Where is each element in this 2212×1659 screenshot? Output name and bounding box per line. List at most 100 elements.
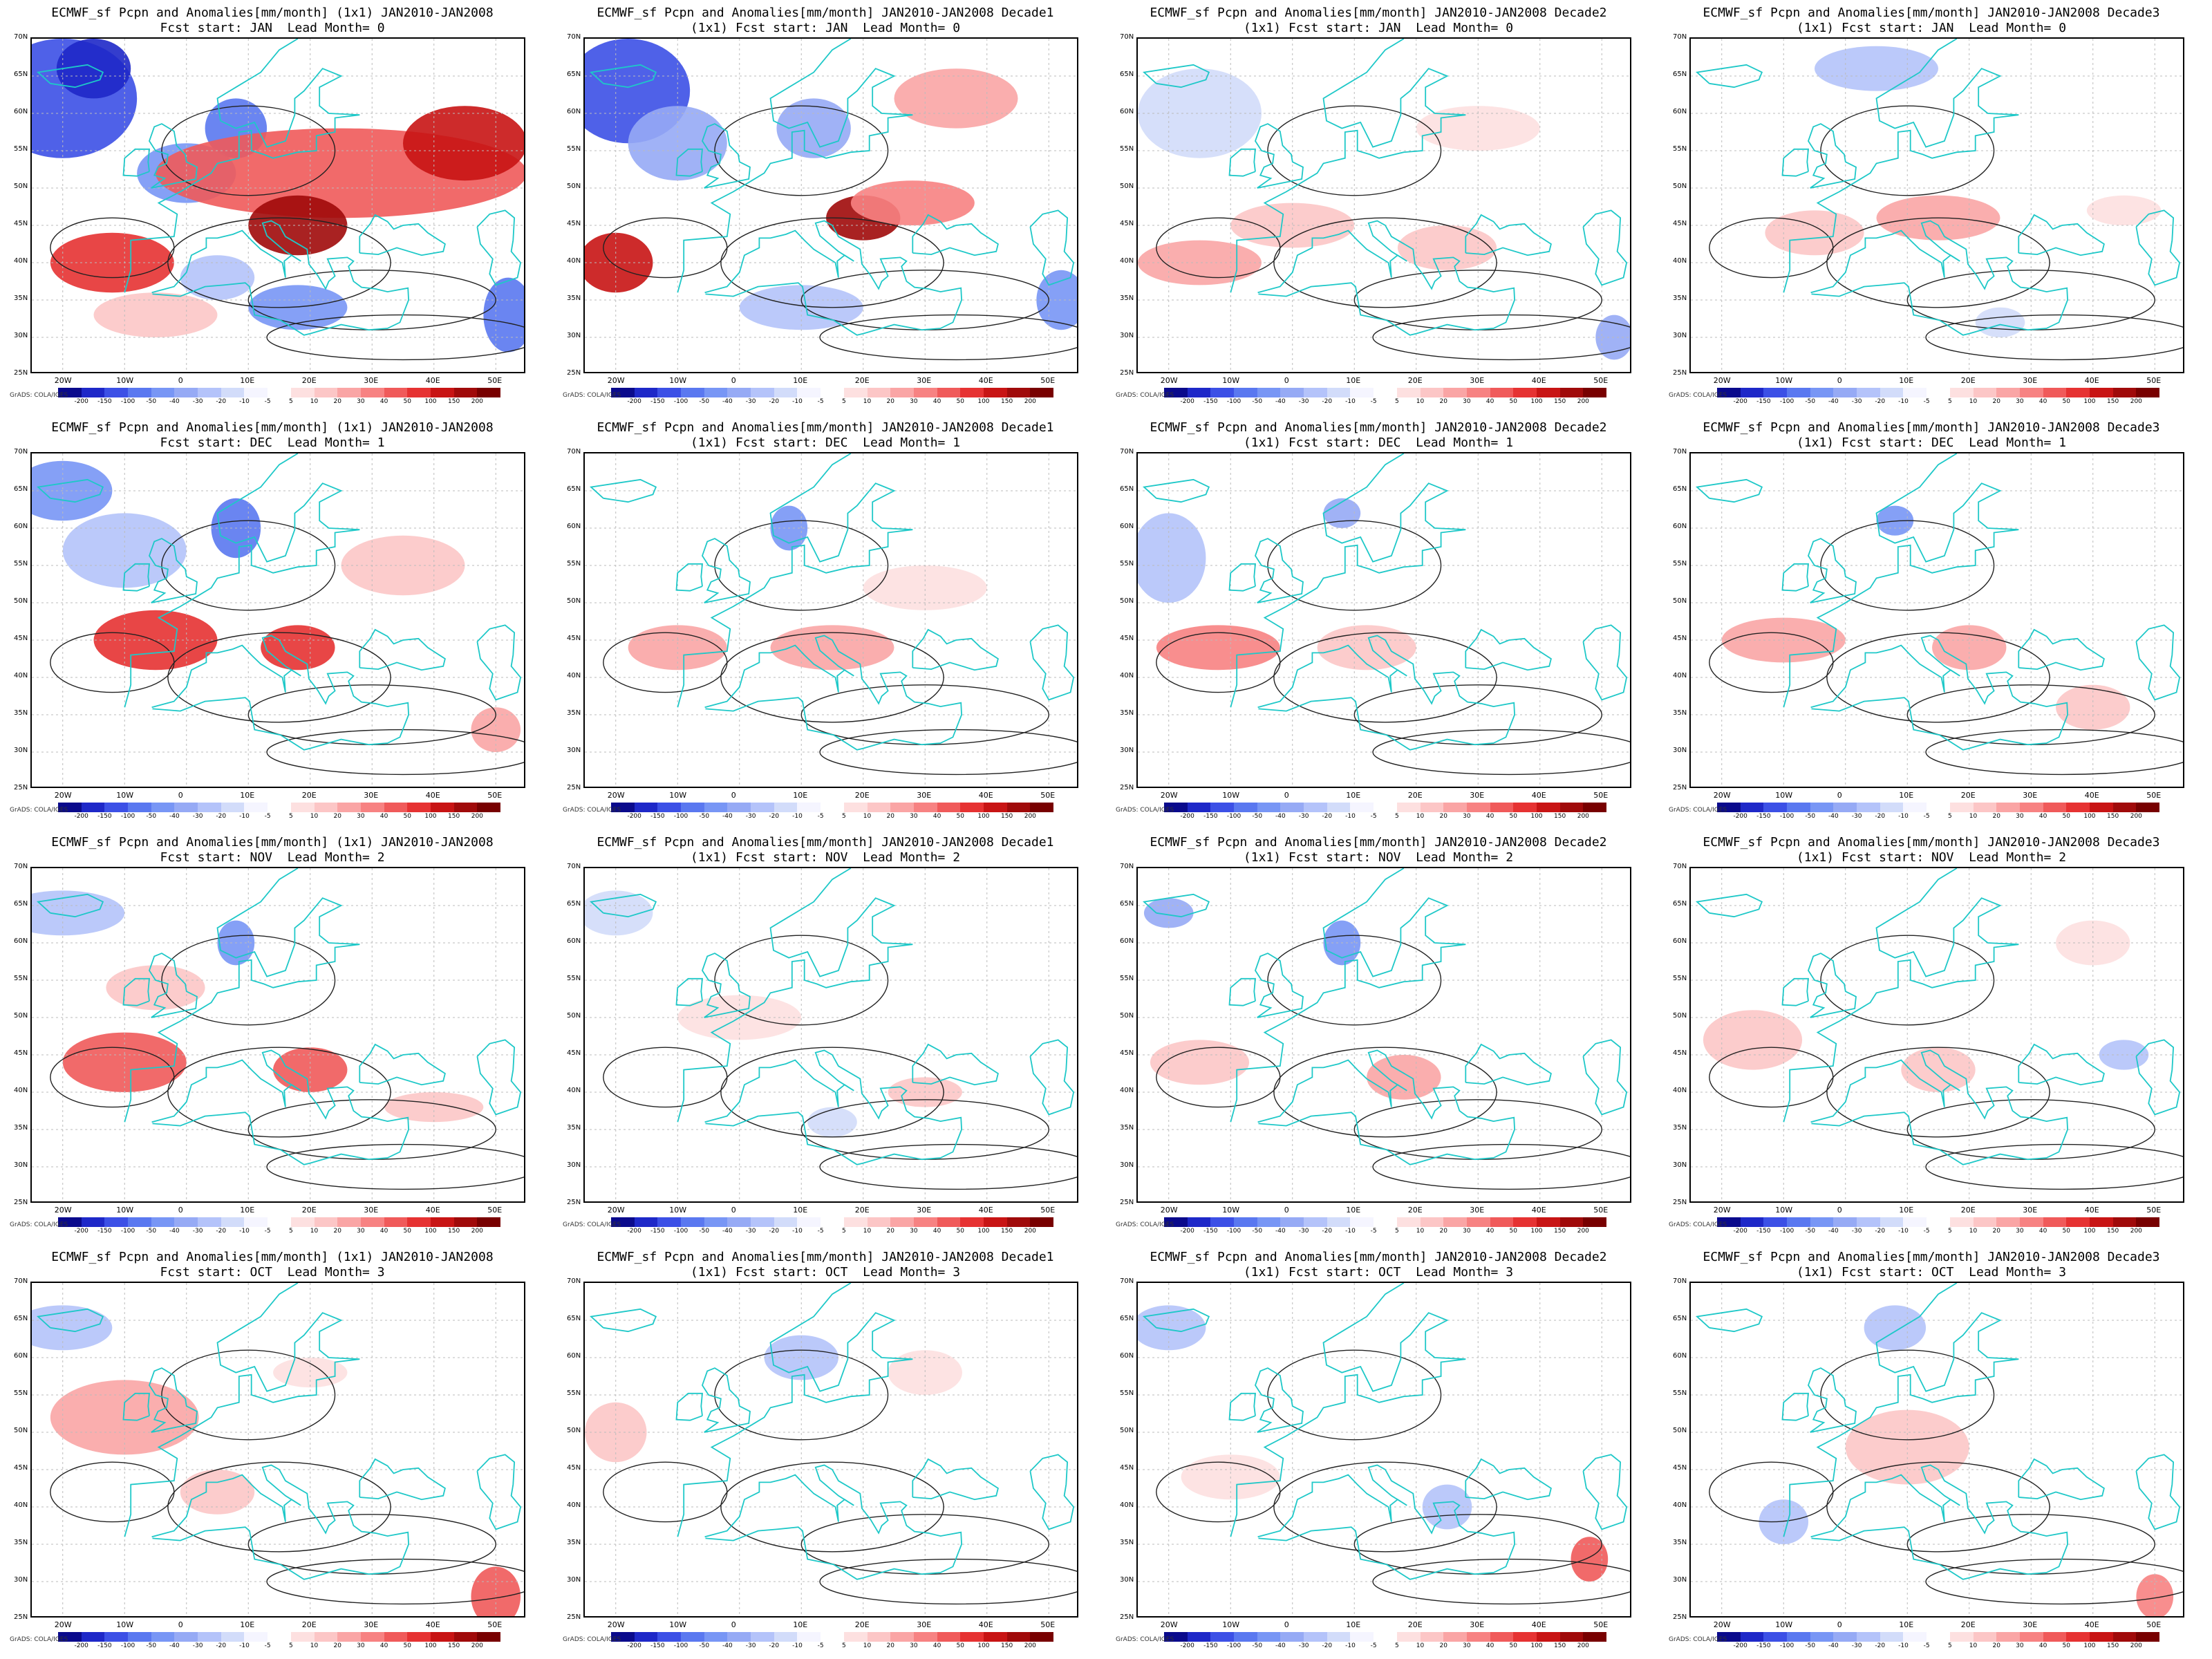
- colorbar-label: -50: [699, 1228, 710, 1235]
- colorbar-segment: [477, 1632, 501, 1642]
- latitude-label: 40N: [567, 672, 581, 679]
- colorbar-label: 50: [403, 398, 411, 405]
- anomaly-region: [2086, 195, 2162, 225]
- precip-contour: [1267, 935, 1442, 1026]
- longitude-label: 10E: [1899, 1620, 1914, 1629]
- latitude-label: 30N: [1673, 1576, 1687, 1584]
- colorbar-segment: [1006, 1217, 1031, 1227]
- colorbar-segment: [937, 1632, 961, 1642]
- coastline: [1582, 1454, 1628, 1530]
- colorbar-label: -50: [1252, 398, 1263, 405]
- colorbar-label: -50: [1252, 813, 1263, 820]
- colorbar-segment: [1763, 1217, 1788, 1227]
- coastline: [704, 1464, 963, 1580]
- coastline: [149, 1367, 198, 1433]
- longitude-label: 30E: [1470, 376, 1485, 385]
- longitude-label: 10E: [240, 791, 255, 800]
- colorbar-label: 20: [886, 1642, 894, 1649]
- colorbar-segment: [1466, 803, 1491, 812]
- panel-subtitle: (1x1) Fcst start: JAN Lead Month= 0: [690, 21, 961, 35]
- coastline: [151, 1464, 410, 1580]
- latitude-label: 65N: [1673, 1315, 1687, 1322]
- colorbar-label: -100: [120, 398, 135, 405]
- latitude-label: 50N: [1673, 597, 1687, 605]
- anomaly-region: [2056, 684, 2130, 730]
- colorbar-label: -20: [1322, 1642, 1333, 1649]
- longitude-label: 10E: [1346, 376, 1361, 385]
- colorbar-label: -10: [792, 1642, 803, 1649]
- colorbar-segment: [2019, 803, 2044, 812]
- coastline: [2135, 624, 2181, 701]
- colorbar-label: -50: [146, 1228, 157, 1235]
- colorbar-label: 100: [977, 813, 990, 820]
- latitude-label: 25N: [1120, 369, 1134, 377]
- colorbar-segment: [657, 1632, 682, 1642]
- anomaly-map: [1691, 39, 2183, 372]
- grads-credit: GrADS: COLA/IGES: [1669, 807, 1727, 814]
- latitude-label: 70N: [1120, 33, 1134, 41]
- colorbar-label: -200: [627, 1228, 641, 1235]
- colorbar-segment: [1374, 803, 1398, 812]
- latitude-label: 50N: [14, 597, 28, 605]
- colorbar-label: 5: [288, 1642, 293, 1649]
- anomaly-region: [1230, 203, 1355, 248]
- colorbar-label: 5: [1947, 398, 1952, 405]
- precip-contour: [720, 1461, 944, 1553]
- colorbar-segment: [634, 1632, 658, 1642]
- map-panel: ECMWF_sf Pcpn and Anomalies[mm/month] JA…: [1116, 830, 1641, 1237]
- colorbar-label: 200: [1024, 1228, 1036, 1235]
- colorbar-segment: [1420, 1217, 1444, 1227]
- colorbar-segment: [797, 388, 821, 397]
- coastline: [122, 563, 150, 592]
- longitude-label: 40E: [425, 791, 440, 800]
- colorbar-segment: [937, 1217, 961, 1227]
- latitude-label: 40N: [14, 1087, 28, 1094]
- colorbar-label: -200: [1733, 813, 1747, 820]
- anomaly-region: [1571, 1537, 1609, 1582]
- colorbar-segment: [2089, 388, 2114, 397]
- colorbar-label: -100: [673, 1228, 688, 1235]
- grads-credit: GrADS: COLA/IGES: [1669, 1221, 1727, 1228]
- latitude-label: 60N: [1120, 937, 1134, 945]
- latitude-label: 35N: [1120, 709, 1134, 717]
- map-area: [1689, 867, 2184, 1203]
- colorbar: [611, 1632, 1054, 1642]
- colorbar-segment: [890, 1217, 915, 1227]
- colorbar-label: 100: [2083, 1642, 2096, 1649]
- anomaly-region: [1975, 307, 2025, 337]
- anomaly-region: [888, 1350, 962, 1395]
- precip-contour: [1826, 1047, 2050, 1138]
- colorbar-label: -30: [1851, 1228, 1862, 1235]
- longitude-label: 30E: [364, 791, 379, 800]
- colorbar-segment: [1210, 803, 1235, 812]
- anomaly-map: [585, 453, 1077, 787]
- latitude-label: 70N: [567, 33, 581, 41]
- colorbar-segment: [268, 1217, 292, 1227]
- latitude-label: 30N: [567, 1161, 581, 1169]
- coastline: [1230, 1283, 1466, 1537]
- colorbar-segment: [1583, 388, 1607, 397]
- latitude-label: 40N: [1120, 672, 1134, 679]
- colorbar-segment: [634, 388, 658, 397]
- latitude-label: 60N: [1673, 108, 1687, 115]
- colorbar-label: 10: [310, 1228, 319, 1235]
- longitude-label: 10E: [1899, 376, 1914, 385]
- coastline: [1781, 148, 1809, 177]
- colorbar-label: 150: [1001, 398, 1013, 405]
- grads-credit: GrADS: COLA/IGES: [1116, 392, 1174, 399]
- coastline: [1695, 1308, 1763, 1333]
- colorbar-label: 100: [2083, 1228, 2096, 1235]
- map-panel: ECMWF_sf Pcpn and Anomalies[mm/month] (1…: [10, 415, 535, 823]
- longitude-label: 10W: [116, 791, 134, 800]
- colorbar-label: 5: [1947, 813, 1952, 820]
- longitude-label: 40E: [978, 376, 993, 385]
- latitude-label: 45N: [1673, 1049, 1687, 1057]
- colorbar-segment: [290, 1632, 315, 1642]
- colorbar-segment: [2043, 388, 2067, 397]
- colorbar-label: -10: [1345, 398, 1356, 405]
- longitude-label: 20W: [607, 791, 625, 800]
- colorbar-segment: [198, 803, 222, 812]
- latitude-label: 55N: [1673, 975, 1687, 982]
- colorbar-segment: [797, 803, 821, 812]
- colorbar-label: -150: [1756, 1642, 1771, 1649]
